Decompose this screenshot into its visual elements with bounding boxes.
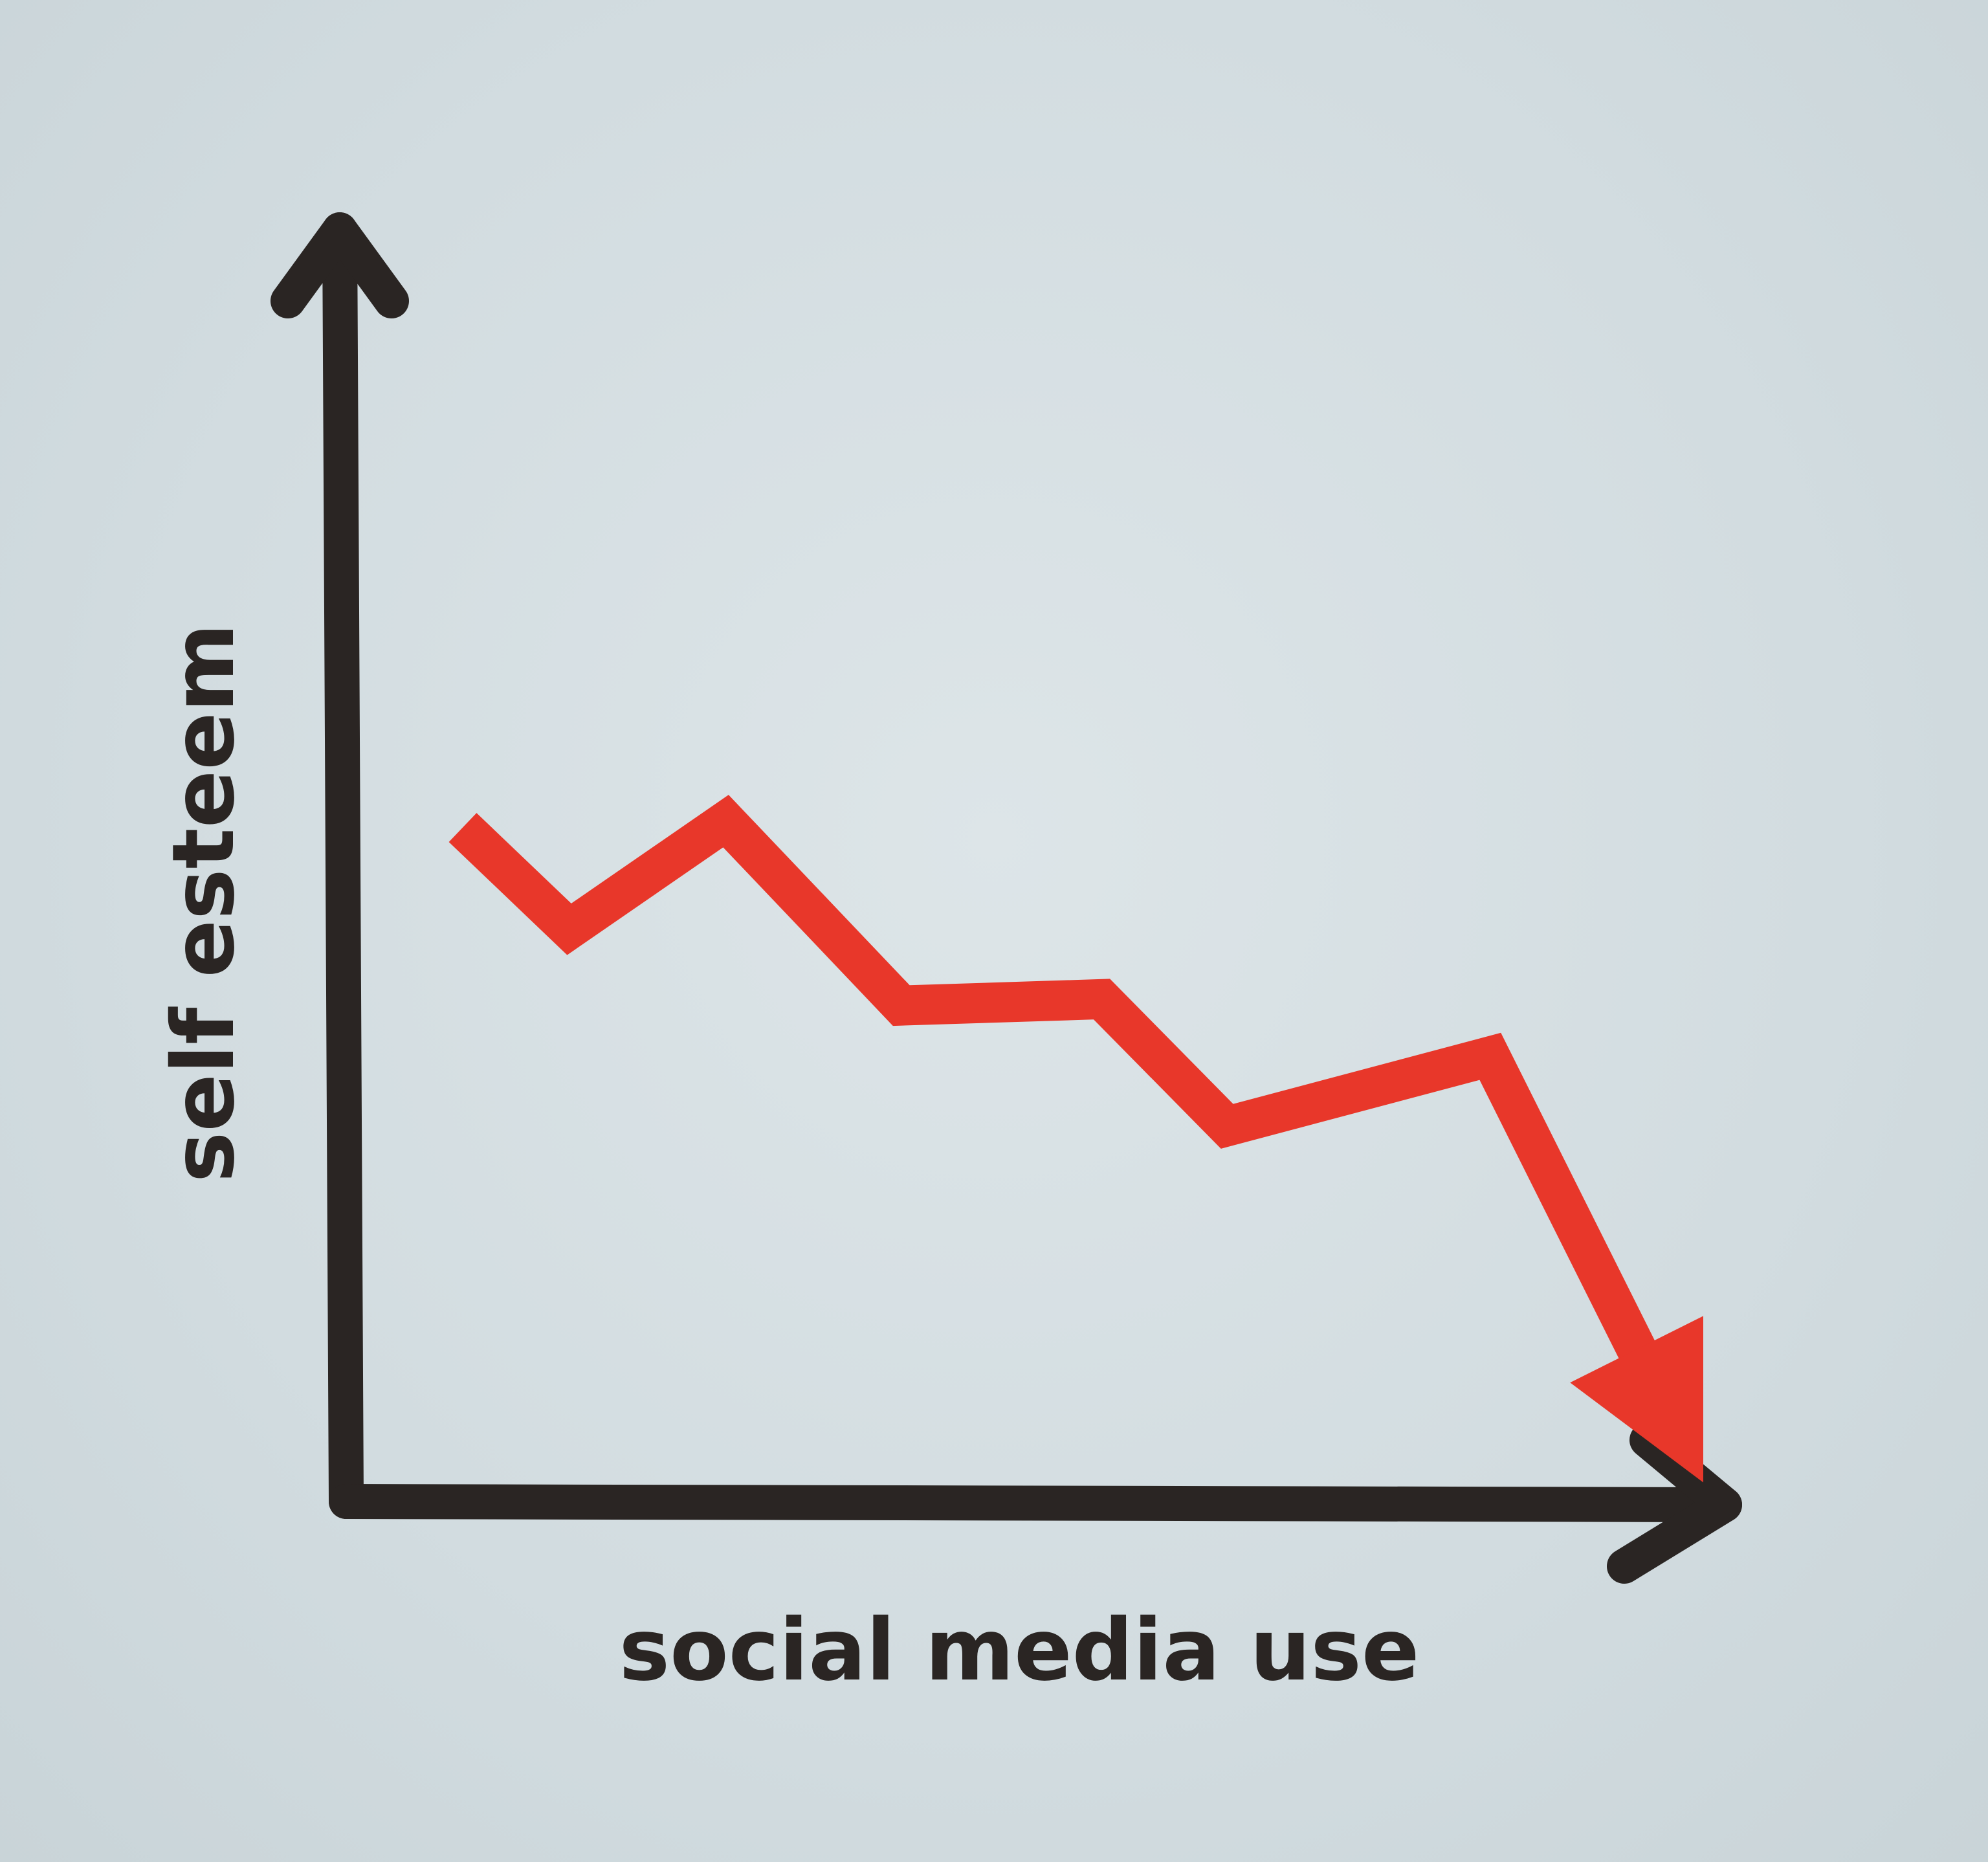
x-axis-line xyxy=(329,1484,1742,1522)
arrow-down-right-icon xyxy=(1570,1316,1703,1483)
arrow-right-icon xyxy=(1607,1423,1742,1584)
y-axis-line xyxy=(322,212,364,1519)
arrow-up-icon xyxy=(271,212,409,318)
y-axis-label: self esteem xyxy=(154,623,254,1183)
y-axis xyxy=(271,212,409,1519)
x-axis-label: social media use xyxy=(619,1601,1420,1700)
trend-series xyxy=(448,795,1703,1483)
trend-line xyxy=(448,795,1665,1379)
x-axis xyxy=(329,1423,1742,1584)
